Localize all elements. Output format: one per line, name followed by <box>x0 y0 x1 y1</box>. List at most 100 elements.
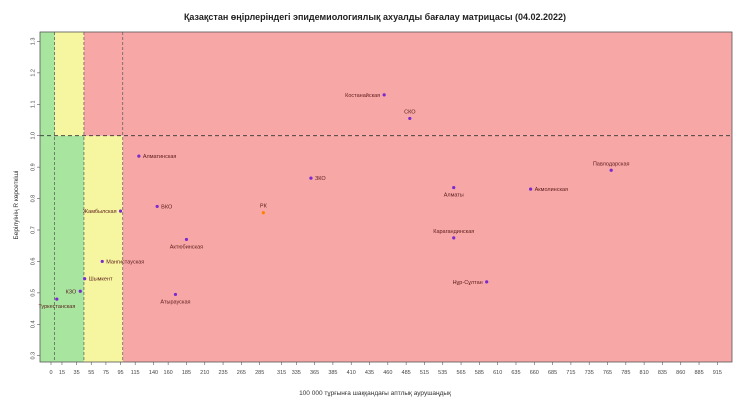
data-point <box>118 209 123 213</box>
x-tick-label: 365 <box>310 370 319 376</box>
y-tick-label: 0.6 <box>30 258 36 266</box>
y-tick-label: 0.5 <box>30 289 36 297</box>
data-point-label: ЗКО <box>315 176 326 182</box>
data-point <box>78 289 82 293</box>
x-tick-label: 15 <box>59 370 65 376</box>
data-point-label: РК <box>260 204 268 210</box>
x-tick-label: 660 <box>530 370 539 376</box>
x-tick-label: 635 <box>511 370 520 376</box>
data-point <box>452 236 456 240</box>
x-axis-label: 100 000 тұрғынға шаққандағы аптлық ауруш… <box>299 390 451 397</box>
data-point-label: ВКО <box>161 204 173 210</box>
chart-title: Қазақстан өңірлеріндегі эпидемиологиялық… <box>184 12 566 22</box>
data-point <box>184 237 189 242</box>
zone-green <box>40 135 84 362</box>
x-tick-label: 585 <box>475 370 484 376</box>
x-tick-label: 810 <box>640 370 649 376</box>
x-axis: 0 15 35 55 75 95 115 140 160 185 210 235 265 285 315 33… <box>49 362 722 376</box>
x-tick-label: 435 <box>365 370 374 376</box>
x-tick-label: 265 <box>237 370 246 376</box>
x-tick-label: 385 <box>328 370 337 376</box>
data-point-label: Атырауская <box>160 299 190 305</box>
x-tick-label: 685 <box>548 370 557 376</box>
data-point-label: Карагандинская <box>433 229 474 235</box>
x-tick-label: 885 <box>694 370 703 376</box>
data-point-label: Алматинская <box>143 154 177 160</box>
y-axis-label: Берілуінің R көрсеткіші <box>12 170 20 239</box>
x-tick-label: 315 <box>277 370 286 376</box>
x-tick-label: 410 <box>347 370 356 376</box>
data-point-label: Туркестанская <box>38 304 75 310</box>
data-point <box>261 211 265 215</box>
x-tick-label: 285 <box>255 370 264 376</box>
zone-yellow <box>54 32 84 136</box>
data-point-label: Мангистауская <box>106 259 144 265</box>
y-axis: 0.3 0.4 0.5 0.6 0.7 0.8 0.9 1.0 1.1 1.2 1.3 <box>30 38 40 360</box>
y-tick-label: 0.9 <box>30 163 36 171</box>
data-point <box>173 292 178 297</box>
x-tick-label: 140 <box>149 370 158 376</box>
data-point <box>309 176 313 180</box>
x-tick-label: 860 <box>676 370 685 376</box>
x-tick-label: 460 <box>383 370 392 376</box>
y-tick-label: 1.0 <box>30 132 36 140</box>
data-point <box>155 204 159 209</box>
zone-green <box>40 32 55 136</box>
x-tick-label: 55 <box>88 370 94 376</box>
x-tick-label: 485 <box>402 370 411 376</box>
data-point <box>408 116 412 121</box>
x-tick-label: 715 <box>566 370 575 376</box>
y-tick-label: 0.8 <box>30 195 36 203</box>
data-point-label: Акмолинская <box>535 187 568 193</box>
x-tick-label: 160 <box>164 370 173 376</box>
x-tick-label: 835 <box>658 370 667 376</box>
x-tick-label: 515 <box>420 370 429 376</box>
x-tick-label: 610 <box>493 370 502 376</box>
x-tick-label: 115 <box>131 370 140 376</box>
x-tick-label: 95 <box>117 370 123 376</box>
x-tick-label: 535 <box>438 370 447 376</box>
x-tick-label: 235 <box>218 370 227 376</box>
data-point <box>55 297 59 301</box>
data-point-label: Нұр-Сұлтан <box>453 280 483 286</box>
points-layer: Туркестанская КЗО Шымкент Мангистауская Жамб… <box>38 92 629 310</box>
x-tick-label: 210 <box>200 370 209 376</box>
y-tick-label: 1.3 <box>30 38 36 46</box>
data-point <box>485 280 489 284</box>
zone-red <box>83 32 732 136</box>
data-point <box>529 187 533 191</box>
x-tick-label: 785 <box>621 370 630 376</box>
data-point <box>382 93 386 97</box>
data-point-label: Актюбинская <box>170 244 203 250</box>
x-tick-label: 75 <box>103 370 109 376</box>
threshold-lines <box>40 32 732 362</box>
x-tick-label: 765 <box>603 370 612 376</box>
y-tick-label: 1.2 <box>30 69 36 77</box>
y-tick-label: 0.7 <box>30 226 36 234</box>
x-tick-label: 0 <box>49 370 52 376</box>
data-point-label: Костанайская <box>345 92 380 99</box>
data-point <box>100 259 104 264</box>
zone-yellow <box>83 135 123 362</box>
plot-border <box>39 31 733 363</box>
data-point-label: КЗО <box>66 289 77 295</box>
data-point-label: Шымкент <box>89 277 113 283</box>
x-tick-label: 335 <box>292 370 301 376</box>
data-point-label: Алматы <box>444 193 464 199</box>
x-tick-label: 565 <box>456 370 465 376</box>
data-point-label: Павлодарская <box>593 161 630 167</box>
x-tick-label: 35 <box>74 370 80 376</box>
y-tick-label: 0.4 <box>30 320 36 328</box>
data-point-label: СКО <box>404 109 416 115</box>
data-point <box>83 277 87 281</box>
data-point <box>452 185 456 190</box>
data-point <box>137 154 141 158</box>
data-point <box>609 168 613 172</box>
data-point-label: Жамбылская <box>83 209 117 215</box>
x-tick-label: 185 <box>182 370 191 376</box>
x-tick-label: 915 <box>713 370 722 376</box>
zone-red <box>122 135 733 362</box>
zones-layer <box>40 32 733 362</box>
x-tick-label: 735 <box>585 370 594 376</box>
